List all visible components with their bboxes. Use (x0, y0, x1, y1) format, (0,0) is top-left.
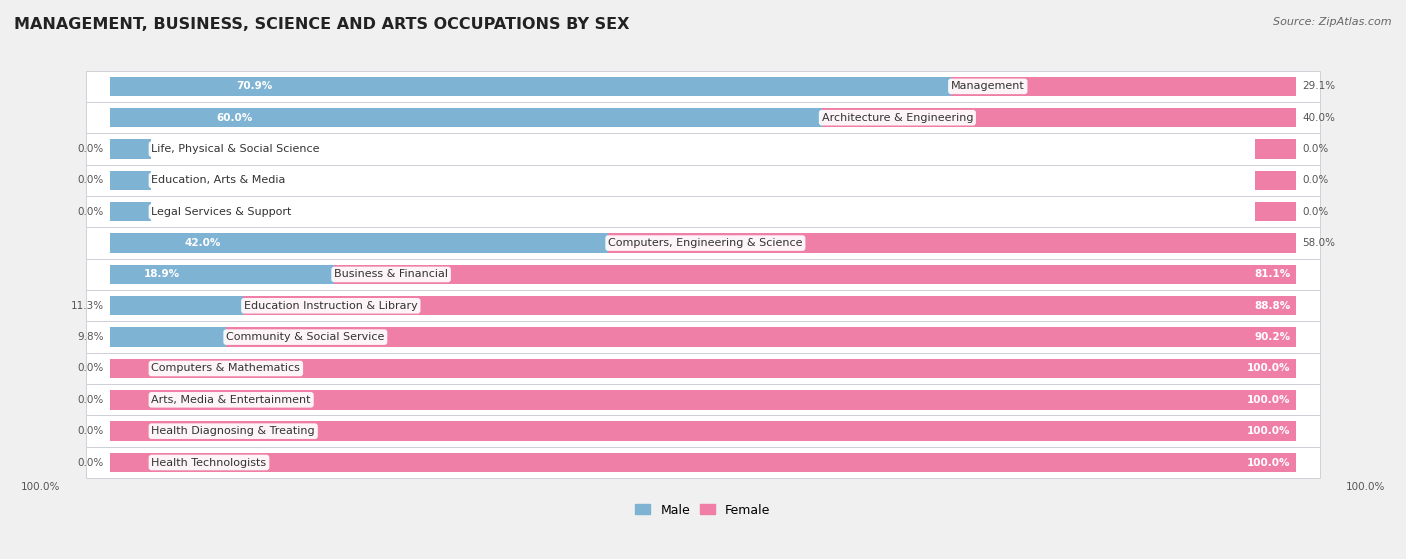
Text: Architecture & Engineering: Architecture & Engineering (821, 113, 973, 123)
Bar (110, 359, 1296, 378)
Bar (110, 390, 1296, 410)
Text: 0.0%: 0.0% (77, 176, 104, 186)
Bar (110, 170, 152, 190)
Text: Management: Management (950, 82, 1025, 91)
Bar (609, 233, 1296, 253)
Bar (86, 70, 1320, 102)
Bar (950, 77, 1296, 96)
Text: 0.0%: 0.0% (77, 144, 104, 154)
Text: 29.1%: 29.1% (1302, 82, 1336, 91)
Bar (110, 265, 335, 284)
Text: Health Diagnosing & Treating: Health Diagnosing & Treating (152, 426, 315, 436)
Bar (110, 359, 152, 378)
Bar (1254, 202, 1296, 221)
Bar (335, 265, 1296, 284)
Bar (1254, 170, 1296, 190)
Bar (110, 202, 152, 221)
Bar (86, 415, 1320, 447)
Bar (110, 453, 152, 472)
Bar (1254, 139, 1296, 159)
Bar (110, 108, 821, 127)
Text: 60.0%: 60.0% (217, 113, 253, 123)
Text: 42.0%: 42.0% (184, 238, 221, 248)
Bar (86, 259, 1320, 290)
Bar (86, 290, 1320, 321)
Text: 58.0%: 58.0% (1302, 238, 1336, 248)
Text: MANAGEMENT, BUSINESS, SCIENCE AND ARTS OCCUPATIONS BY SEX: MANAGEMENT, BUSINESS, SCIENCE AND ARTS O… (14, 17, 630, 32)
Text: 0.0%: 0.0% (77, 395, 104, 405)
Text: Computers & Mathematics: Computers & Mathematics (152, 363, 301, 373)
Bar (110, 139, 152, 159)
Text: 0.0%: 0.0% (1302, 176, 1329, 186)
Legend: Male, Female: Male, Female (630, 499, 776, 522)
Text: 0.0%: 0.0% (1302, 144, 1329, 154)
Text: 0.0%: 0.0% (77, 363, 104, 373)
Text: Education, Arts & Media: Education, Arts & Media (152, 176, 285, 186)
Text: Source: ZipAtlas.com: Source: ZipAtlas.com (1274, 17, 1392, 27)
Bar (86, 321, 1320, 353)
Text: 88.8%: 88.8% (1254, 301, 1291, 311)
Bar (110, 77, 950, 96)
Bar (86, 447, 1320, 478)
Text: Life, Physical & Social Science: Life, Physical & Social Science (152, 144, 321, 154)
Bar (110, 296, 243, 315)
Text: Education Instruction & Library: Education Instruction & Library (243, 301, 418, 311)
Text: 70.9%: 70.9% (236, 82, 273, 91)
Text: 100.0%: 100.0% (1247, 395, 1291, 405)
Bar (86, 384, 1320, 415)
Text: 0.0%: 0.0% (77, 457, 104, 467)
Text: 11.3%: 11.3% (70, 301, 104, 311)
Bar (110, 328, 226, 347)
Text: 18.9%: 18.9% (143, 269, 180, 280)
Text: 90.2%: 90.2% (1254, 332, 1291, 342)
Bar (86, 102, 1320, 134)
Text: 100.0%: 100.0% (1247, 426, 1291, 436)
Bar (86, 196, 1320, 228)
Bar (110, 233, 609, 253)
Text: Business & Financial: Business & Financial (335, 269, 449, 280)
Bar (110, 421, 1296, 441)
Bar (821, 108, 1296, 127)
Text: 81.1%: 81.1% (1254, 269, 1291, 280)
Text: Arts, Media & Entertainment: Arts, Media & Entertainment (152, 395, 311, 405)
Text: 0.0%: 0.0% (77, 426, 104, 436)
Bar (110, 390, 152, 410)
Text: 100.0%: 100.0% (1247, 457, 1291, 467)
Bar (86, 353, 1320, 384)
Bar (110, 453, 1296, 472)
Text: Computers, Engineering & Science: Computers, Engineering & Science (609, 238, 803, 248)
Bar (243, 296, 1296, 315)
Text: 0.0%: 0.0% (1302, 207, 1329, 217)
Text: Community & Social Service: Community & Social Service (226, 332, 384, 342)
Bar (86, 228, 1320, 259)
Bar (86, 134, 1320, 165)
Text: 0.0%: 0.0% (77, 207, 104, 217)
Text: 9.8%: 9.8% (77, 332, 104, 342)
Text: 100.0%: 100.0% (21, 482, 60, 492)
Text: Legal Services & Support: Legal Services & Support (152, 207, 292, 217)
Bar (86, 165, 1320, 196)
Bar (226, 328, 1296, 347)
Text: 40.0%: 40.0% (1302, 113, 1334, 123)
Text: 100.0%: 100.0% (1346, 482, 1385, 492)
Text: 100.0%: 100.0% (1247, 363, 1291, 373)
Bar (110, 421, 152, 441)
Text: Health Technologists: Health Technologists (152, 457, 267, 467)
